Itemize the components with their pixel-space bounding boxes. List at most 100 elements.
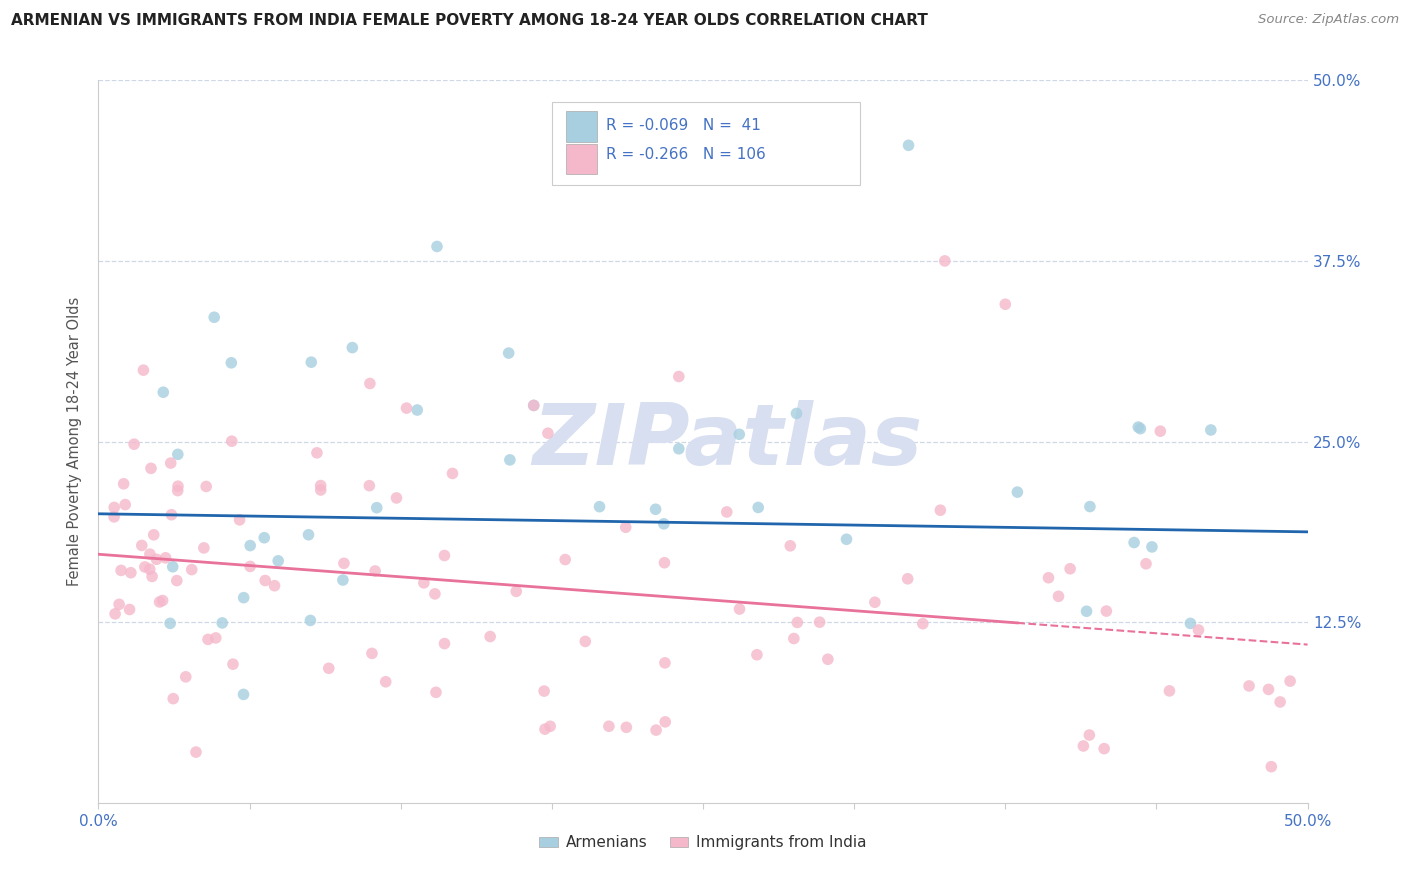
Point bbox=[934, 253, 956, 268]
Point bbox=[197, 632, 219, 647]
Point bbox=[254, 574, 277, 588]
Point bbox=[538, 719, 561, 733]
Point bbox=[103, 509, 125, 524]
Point bbox=[395, 401, 418, 416]
Point bbox=[644, 502, 666, 516]
Text: R = -0.069   N =  41: R = -0.069 N = 41 bbox=[606, 118, 761, 133]
Point bbox=[239, 559, 262, 574]
Text: R = -0.266   N = 106: R = -0.266 N = 106 bbox=[606, 147, 766, 161]
Point bbox=[299, 614, 322, 628]
Point bbox=[1187, 623, 1209, 637]
Point bbox=[728, 427, 751, 442]
Point bbox=[654, 556, 676, 570]
Point bbox=[134, 560, 156, 574]
Point bbox=[108, 598, 131, 612]
Point bbox=[104, 607, 127, 621]
Point bbox=[786, 615, 808, 630]
Point bbox=[103, 500, 125, 515]
Point bbox=[441, 467, 464, 481]
Point bbox=[426, 239, 449, 253]
Point bbox=[652, 516, 675, 531]
Point bbox=[1123, 535, 1146, 549]
Point bbox=[221, 434, 243, 449]
Point bbox=[142, 528, 165, 542]
Point bbox=[122, 437, 145, 451]
Point bbox=[118, 602, 141, 616]
Point bbox=[299, 355, 322, 369]
Point bbox=[267, 554, 290, 568]
Point bbox=[359, 478, 381, 492]
Point bbox=[309, 483, 332, 497]
Point bbox=[745, 648, 768, 662]
Point bbox=[747, 500, 769, 515]
Point bbox=[1076, 604, 1098, 618]
Point bbox=[1047, 590, 1070, 604]
Point bbox=[162, 691, 184, 706]
Point bbox=[835, 533, 858, 547]
FancyBboxPatch shape bbox=[551, 102, 860, 185]
Point bbox=[863, 595, 886, 609]
Point bbox=[221, 356, 243, 370]
Point bbox=[1095, 604, 1118, 618]
Point bbox=[645, 723, 668, 737]
Point bbox=[1199, 423, 1222, 437]
Point bbox=[1149, 424, 1171, 438]
Point bbox=[333, 557, 356, 571]
Point bbox=[523, 398, 546, 412]
Point bbox=[498, 346, 520, 360]
Point bbox=[897, 138, 920, 153]
Text: Source: ZipAtlas.com: Source: ZipAtlas.com bbox=[1258, 13, 1399, 27]
Point bbox=[1078, 500, 1101, 514]
Point bbox=[1257, 682, 1279, 697]
Point bbox=[159, 616, 181, 631]
Point bbox=[785, 407, 807, 421]
FancyBboxPatch shape bbox=[567, 144, 596, 174]
Point bbox=[1128, 420, 1150, 434]
Point bbox=[366, 500, 388, 515]
Point bbox=[534, 722, 557, 736]
Point bbox=[160, 508, 183, 522]
Point bbox=[897, 572, 920, 586]
Point bbox=[499, 453, 522, 467]
Point bbox=[994, 297, 1017, 311]
Point bbox=[668, 442, 690, 456]
Point bbox=[929, 503, 952, 517]
Point bbox=[193, 541, 215, 555]
Point bbox=[1059, 562, 1081, 576]
Point bbox=[1260, 760, 1282, 774]
Point bbox=[195, 479, 218, 493]
Point bbox=[166, 447, 188, 461]
Point bbox=[808, 615, 831, 629]
Point bbox=[433, 549, 456, 563]
Point bbox=[184, 745, 207, 759]
Point bbox=[159, 456, 181, 470]
Point bbox=[423, 587, 446, 601]
Point bbox=[1279, 674, 1302, 689]
Point bbox=[783, 632, 806, 646]
Point bbox=[574, 634, 596, 648]
Point bbox=[1180, 616, 1202, 631]
Point bbox=[1007, 485, 1029, 500]
Point bbox=[364, 564, 387, 578]
Point bbox=[332, 573, 354, 587]
Point bbox=[253, 531, 276, 545]
Point bbox=[112, 476, 135, 491]
Point bbox=[138, 562, 160, 576]
Point bbox=[232, 687, 254, 701]
Point bbox=[359, 376, 381, 391]
Point bbox=[1073, 739, 1095, 753]
Point bbox=[668, 369, 690, 384]
Point bbox=[149, 595, 172, 609]
Point bbox=[385, 491, 408, 505]
Point bbox=[361, 646, 384, 660]
Point bbox=[523, 398, 546, 412]
Point bbox=[166, 574, 188, 588]
Point bbox=[114, 498, 136, 512]
Point bbox=[598, 719, 620, 733]
Point bbox=[779, 539, 801, 553]
Point bbox=[342, 341, 364, 355]
Point bbox=[309, 478, 332, 492]
Point bbox=[654, 656, 676, 670]
Point bbox=[406, 403, 429, 417]
Point bbox=[305, 446, 328, 460]
